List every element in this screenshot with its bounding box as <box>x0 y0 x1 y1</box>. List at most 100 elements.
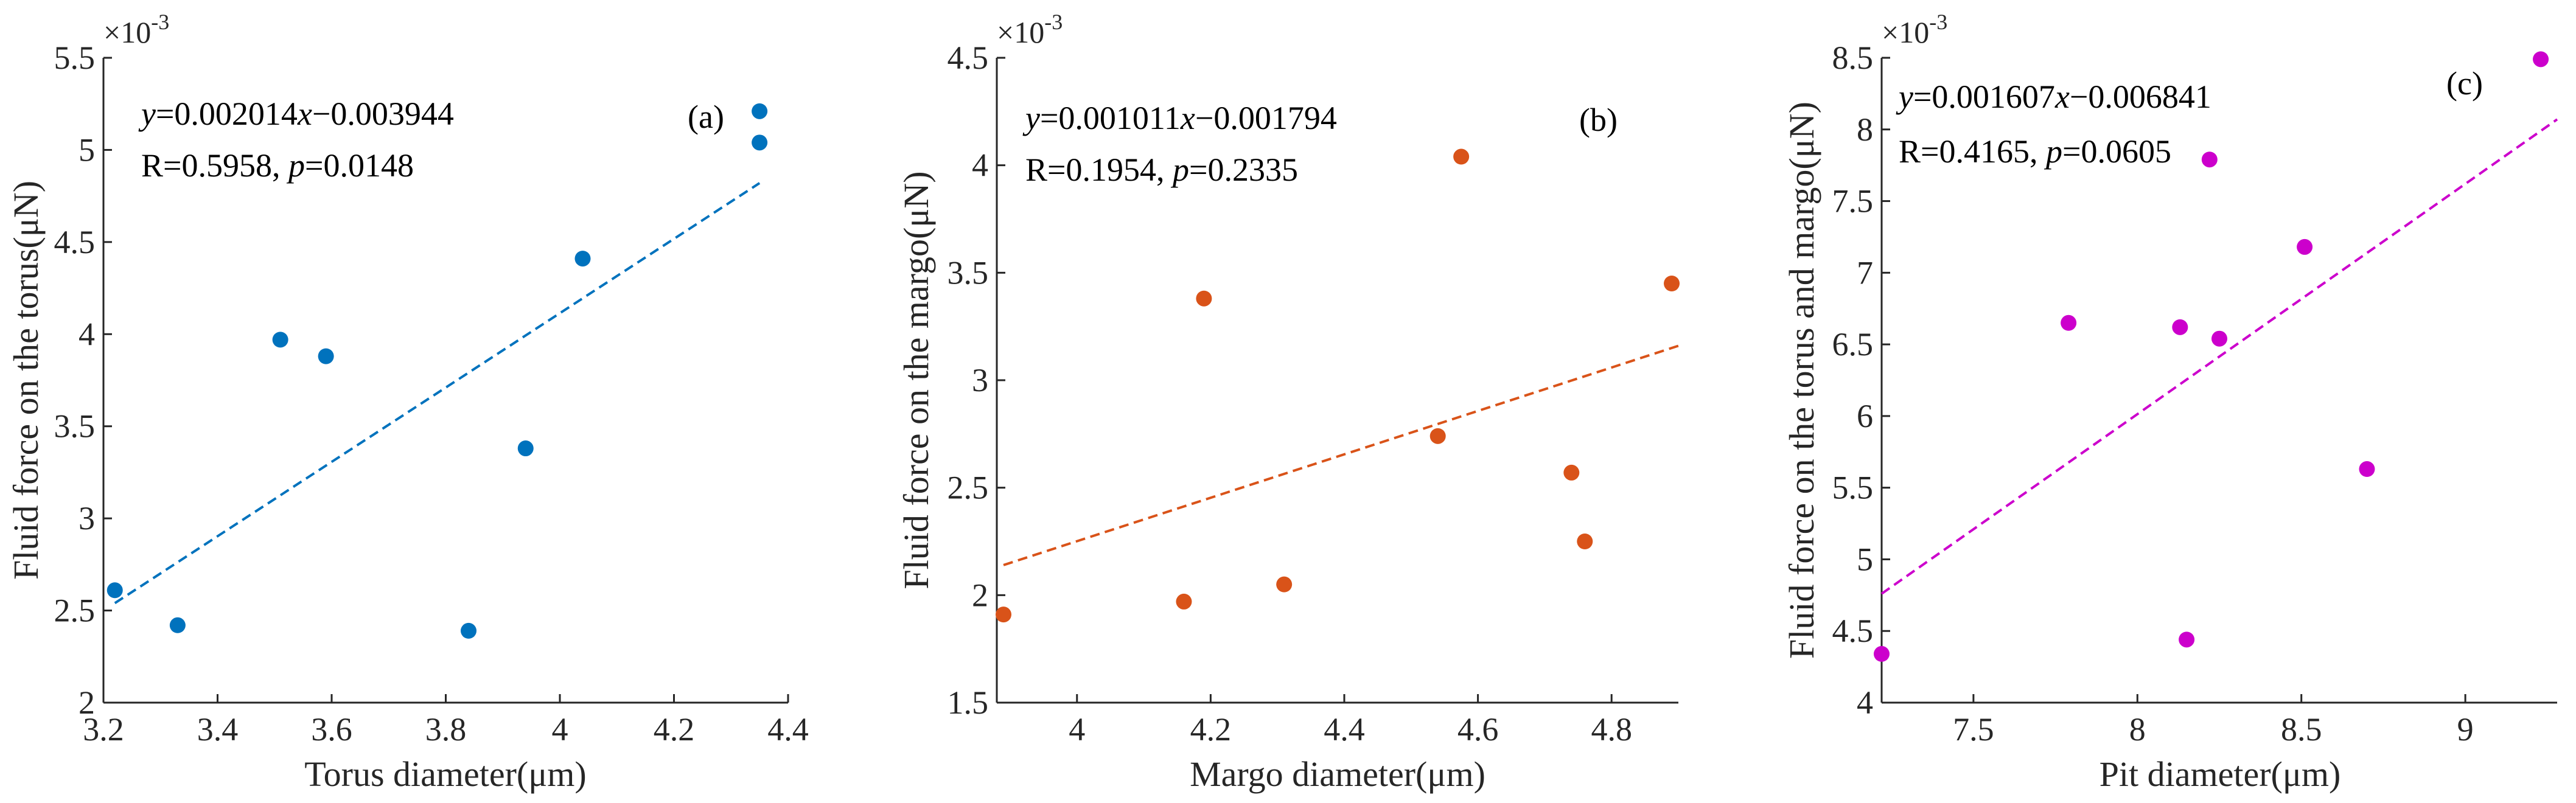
data-points-a <box>106 103 768 639</box>
y-tick-label: 3.5 <box>948 254 989 291</box>
data-point-b <box>1664 276 1680 291</box>
panel-a: 3.2 3.4 3.6 3.8 4 4.2 4.4 2 2.5 3 3.5 4 4.5 5 5.5 ×10… <box>6 10 809 794</box>
plot-area-b <box>997 58 1678 703</box>
data-point-c <box>2172 319 2188 335</box>
x-ticks-b: 4 4.2 4.4 4.6 4.8 <box>1069 694 1632 748</box>
x-tick-label: 8.5 <box>2281 711 2322 748</box>
x-axis-label-b: Margo diameter(μm) <box>1190 754 1485 794</box>
y-ticks-a: 2 2.5 3 3.5 4 4.5 5 5.5 <box>54 40 112 721</box>
data-point-b <box>1176 593 1192 610</box>
data-point-b <box>1276 576 1293 593</box>
y-tick-label: 5 <box>1857 541 1873 577</box>
fit-line-c <box>1880 118 2558 595</box>
x-tick-label: 3.6 <box>311 711 352 748</box>
data-point-c <box>2201 151 2218 168</box>
data-point-b <box>1453 148 1470 165</box>
data-point-c <box>1874 645 1890 662</box>
data-point-b <box>1577 534 1593 549</box>
x-tick-label: 9 <box>2457 711 2474 748</box>
data-point-a <box>574 251 591 267</box>
y-tick-label: 5.5 <box>54 40 96 76</box>
y-multiplier-b: ×10-3 <box>997 10 1063 49</box>
fit-line-c-group <box>1880 118 2558 595</box>
x-tick-label: 8 <box>2129 711 2146 748</box>
x-tick-label: 4 <box>552 711 568 748</box>
y-tick-label: 3 <box>972 362 988 398</box>
y-tick-label: 2.5 <box>54 593 96 629</box>
x-ticks-a: 3.2 3.4 3.6 3.8 4 4.2 4.4 <box>83 694 809 748</box>
data-point-c <box>2533 51 2549 68</box>
panel-label-a: (a) <box>688 99 724 135</box>
x-tick-label: 3.4 <box>197 711 239 748</box>
x-axis-label-a: Torus diameter(μm) <box>304 754 587 794</box>
plot-area-a <box>103 58 788 703</box>
data-point-b <box>1429 428 1446 444</box>
y-multiplier-c: ×10-3 <box>1882 10 1947 49</box>
x-axis-label-c: Pit diameter(μm) <box>2100 754 2341 794</box>
y-tick-label: 4.5 <box>948 40 989 76</box>
x-tick-label: 4.8 <box>1591 711 1632 748</box>
y-ticks-c: 4 4.5 5 5.5 6 6.5 7 7.5 8 8.5 <box>1832 40 1890 721</box>
y-tick-label: 5.5 <box>1832 470 1874 506</box>
y-tick-label: 7.5 <box>1832 183 1874 220</box>
data-point-b <box>995 607 1011 623</box>
panel-label-b: (b) <box>1579 102 1618 138</box>
y-ticks-b: 1.5 2 2.5 3 3.5 4 4.5 <box>948 40 1005 721</box>
x-tick-label: 4.2 <box>1190 711 1232 748</box>
fit-line-a-group <box>114 182 761 605</box>
regression-equation-b: y=0.001011x−0.001794 <box>1022 100 1337 136</box>
x-tick-label: 4.6 <box>1457 711 1499 748</box>
data-point-b <box>1196 290 1212 307</box>
data-points-b <box>995 148 1680 623</box>
data-point-c <box>2211 330 2227 347</box>
y-tick-label: 5 <box>79 131 95 168</box>
data-point-a <box>272 332 288 348</box>
data-point-a <box>752 134 768 151</box>
data-point-b <box>1563 464 1580 481</box>
y-tick-label: 6.5 <box>1832 326 1874 363</box>
y-tick-label: 2 <box>79 684 95 721</box>
y-tick-label: 1.5 <box>948 684 989 721</box>
x-tick-label: 4.4 <box>767 711 809 748</box>
y-tick-label: 2 <box>972 577 988 613</box>
data-point-a <box>752 103 768 119</box>
y-tick-label: 4 <box>972 147 988 184</box>
y-multiplier-a: ×10-3 <box>103 10 169 49</box>
data-points-c <box>1874 51 2549 662</box>
y-tick-label: 4 <box>1857 684 1873 721</box>
y-axis-label-c: Fluid force on the torus and margo(μN) <box>1782 102 1821 659</box>
y-axis-label-b: Fluid force on the margo(μN) <box>896 171 936 589</box>
correlation-stats-c: R=0.4165, p=0.0605 <box>1899 133 2171 170</box>
panel-b: 4 4.2 4.4 4.6 4.8 1.5 2 2.5 3 3.5 4 4.5 ×10-3 y=0.… <box>896 10 1680 794</box>
fit-line-b-group <box>1003 344 1679 566</box>
y-tick-label: 2.5 <box>948 470 989 506</box>
regression-equation-a: y=0.002014x−0.003944 <box>138 96 454 132</box>
data-point-a <box>517 440 534 457</box>
y-tick-label: 3.5 <box>54 408 96 445</box>
y-axis-label-a: Fluid force on the torus(μN) <box>6 181 46 580</box>
plot-area-c <box>1882 58 2557 703</box>
x-tick-label: 7.5 <box>1953 711 1994 748</box>
data-point-c <box>2179 631 2195 648</box>
panel-label-c: (c) <box>2446 65 2483 102</box>
data-point-a <box>106 582 123 599</box>
regression-equation-c: y=0.001607x−0.006841 <box>1896 78 2211 115</box>
data-point-c <box>2359 461 2375 478</box>
x-tick-label: 4.4 <box>1324 711 1365 748</box>
correlation-stats-b: R=0.1954, p=0.2335 <box>1025 151 1298 188</box>
data-point-a <box>169 617 186 633</box>
fit-line-b <box>1003 344 1679 566</box>
y-tick-label: 3 <box>79 500 95 537</box>
y-tick-label: 6 <box>1857 398 1873 434</box>
x-ticks-c: 7.5 8 8.5 9 <box>1953 694 2474 748</box>
y-tick-label: 4 <box>79 316 95 352</box>
y-tick-label: 8 <box>1857 111 1873 148</box>
y-tick-label: 8.5 <box>1832 40 1874 76</box>
y-tick-label: 7 <box>1857 254 1873 291</box>
correlation-stats-a: R=0.5958, p=0.0148 <box>141 147 414 184</box>
y-tick-label: 4.5 <box>54 224 96 260</box>
fit-line-a <box>114 182 761 605</box>
x-tick-label: 3.2 <box>83 711 124 748</box>
y-tick-label: 4.5 <box>1832 613 1874 649</box>
